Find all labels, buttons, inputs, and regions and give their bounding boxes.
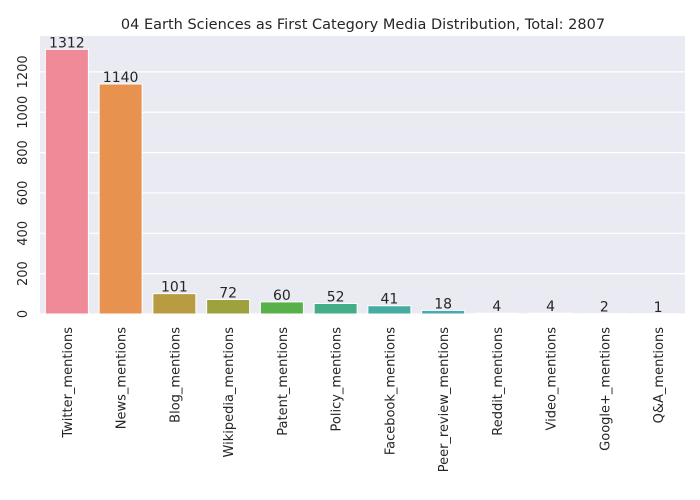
x-tick-label: Twitter_mentions: [61, 327, 76, 439]
x-tick-label: Blog_mentions: [168, 327, 183, 423]
data-label: 1312: [49, 35, 85, 51]
y-tick-label: 0: [16, 310, 31, 318]
y-axis: 0 200 400 600 800 1000 1200: [16, 55, 31, 318]
x-tick-label: Policy_mentions: [330, 327, 345, 432]
bars: [44, 48, 681, 315]
grid-lines: [40, 71, 685, 315]
data-label: 60: [273, 288, 291, 304]
y-tick-label: 1000: [16, 96, 31, 129]
bar: [152, 293, 197, 315]
data-label: 4: [546, 299, 555, 315]
x-axis: Twitter_mentions News_mentions Blog_mentio…: [61, 327, 667, 473]
data-label: 1140: [103, 70, 139, 86]
data-label: 52: [327, 290, 345, 306]
bar: [313, 303, 358, 315]
y-tick-label: 200: [16, 261, 31, 286]
data-label: 18: [434, 296, 452, 312]
x-tick-label: Reddit_mentions: [491, 327, 506, 436]
x-tick-label: News_mentions: [115, 327, 130, 429]
y-tick-label: 1200: [16, 55, 31, 88]
data-label: 4: [492, 299, 501, 315]
x-tick-label: Peer_review_mentions: [437, 327, 452, 473]
data-label: 1: [654, 300, 663, 316]
y-tick-label: 600: [16, 181, 31, 206]
bar: [259, 301, 304, 315]
x-tick-label: Wikipedia_mentions: [222, 327, 237, 458]
x-tick-label: Google+_mentions: [598, 327, 613, 451]
bar: [528, 312, 573, 315]
data-label: 101: [161, 280, 188, 296]
data-labels: 1312 1140 101 72 60 52 41 18 4 4 2 1: [49, 35, 663, 315]
bar: [44, 48, 89, 315]
data-label: 2: [600, 300, 609, 316]
y-tick-label: 400: [16, 221, 31, 246]
chart-title: 04 Earth Sciences as First Category Medi…: [121, 17, 605, 33]
data-label: 72: [219, 285, 237, 301]
bar: [206, 298, 251, 315]
bar: [367, 305, 412, 315]
x-tick-label: Facebook_mentions: [383, 327, 398, 455]
x-tick-label: Q&A_mentions: [652, 327, 667, 424]
plot-area: [40, 36, 685, 314]
bar: [421, 309, 466, 315]
data-label: 41: [380, 292, 398, 308]
x-tick-label: Patent_mentions: [276, 327, 291, 436]
bar: [474, 312, 519, 315]
bar: [98, 83, 143, 315]
x-tick-label: Video_mentions: [545, 327, 560, 431]
y-tick-label: 800: [16, 140, 31, 165]
